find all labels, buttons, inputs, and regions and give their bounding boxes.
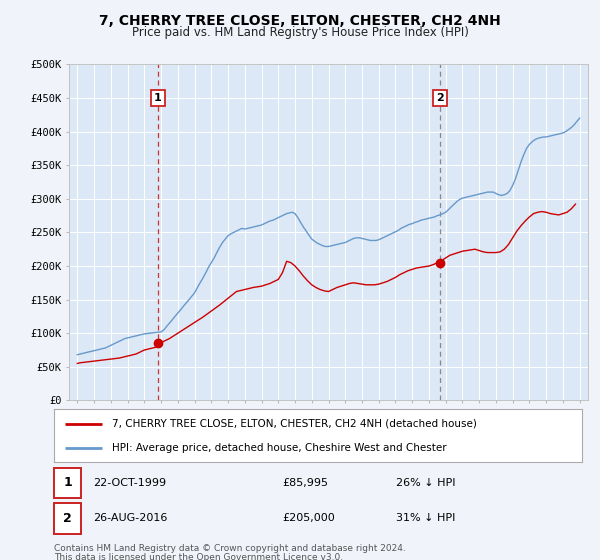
Text: 2: 2 xyxy=(63,512,72,525)
Text: 7, CHERRY TREE CLOSE, ELTON, CHESTER, CH2 4NH (detached house): 7, CHERRY TREE CLOSE, ELTON, CHESTER, CH… xyxy=(112,419,477,429)
Text: 1: 1 xyxy=(154,93,162,103)
Text: Contains HM Land Registry data © Crown copyright and database right 2024.: Contains HM Land Registry data © Crown c… xyxy=(54,544,406,553)
Text: 26-AUG-2016: 26-AUG-2016 xyxy=(93,514,167,523)
Text: This data is licensed under the Open Government Licence v3.0.: This data is licensed under the Open Gov… xyxy=(54,553,343,560)
Text: £205,000: £205,000 xyxy=(282,514,335,523)
Text: 26% ↓ HPI: 26% ↓ HPI xyxy=(396,478,455,488)
Text: HPI: Average price, detached house, Cheshire West and Chester: HPI: Average price, detached house, Ches… xyxy=(112,443,447,453)
Text: £85,995: £85,995 xyxy=(282,478,328,488)
Text: 1: 1 xyxy=(63,477,72,489)
Text: 7, CHERRY TREE CLOSE, ELTON, CHESTER, CH2 4NH: 7, CHERRY TREE CLOSE, ELTON, CHESTER, CH… xyxy=(99,14,501,28)
Text: 31% ↓ HPI: 31% ↓ HPI xyxy=(396,514,455,523)
Text: Price paid vs. HM Land Registry's House Price Index (HPI): Price paid vs. HM Land Registry's House … xyxy=(131,26,469,39)
Text: 2: 2 xyxy=(436,93,444,103)
Text: 22-OCT-1999: 22-OCT-1999 xyxy=(93,478,166,488)
